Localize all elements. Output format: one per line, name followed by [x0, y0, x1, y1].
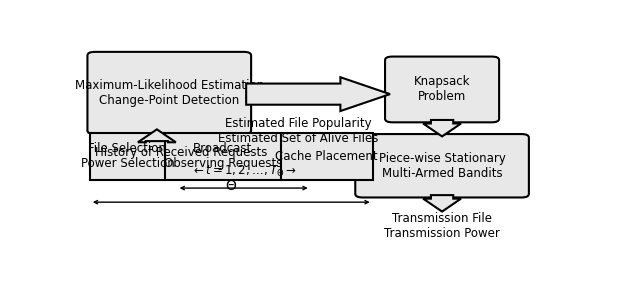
- Text: $\leftarrow t=1,2,\ldots,T_\Theta\rightarrow$: $\leftarrow t=1,2,\ldots,T_\Theta\righta…: [191, 163, 296, 179]
- Text: Estimated File Popularity
Estimated Set of Alive Files: Estimated File Popularity Estimated Set …: [218, 117, 378, 145]
- FancyBboxPatch shape: [385, 56, 499, 122]
- Text: History of Received Requests: History of Received Requests: [95, 146, 268, 159]
- Polygon shape: [138, 129, 176, 142]
- FancyBboxPatch shape: [88, 52, 251, 134]
- Text: Transmission File
Transmission Power: Transmission File Transmission Power: [384, 212, 500, 240]
- Text: Cache Placement: Cache Placement: [275, 150, 378, 163]
- Text: File Selection
Power Selection: File Selection Power Selection: [81, 142, 174, 170]
- Text: Piece-wise Stationary
Multi-Armed Bandits: Piece-wise Stationary Multi-Armed Bandit…: [379, 152, 506, 180]
- Text: Knapsack
Problem: Knapsack Problem: [414, 75, 470, 103]
- Text: $\Theta$: $\Theta$: [225, 179, 237, 193]
- Text: Maximum-Likelihood Estimation
Change-Point Detection: Maximum-Likelihood Estimation Change-Poi…: [75, 79, 264, 107]
- Polygon shape: [423, 120, 461, 136]
- Bar: [90, 133, 372, 180]
- Text: Broadcast
Observing Requests: Broadcast Observing Requests: [164, 142, 282, 170]
- Polygon shape: [246, 77, 390, 111]
- FancyBboxPatch shape: [355, 134, 529, 197]
- Polygon shape: [423, 195, 461, 212]
